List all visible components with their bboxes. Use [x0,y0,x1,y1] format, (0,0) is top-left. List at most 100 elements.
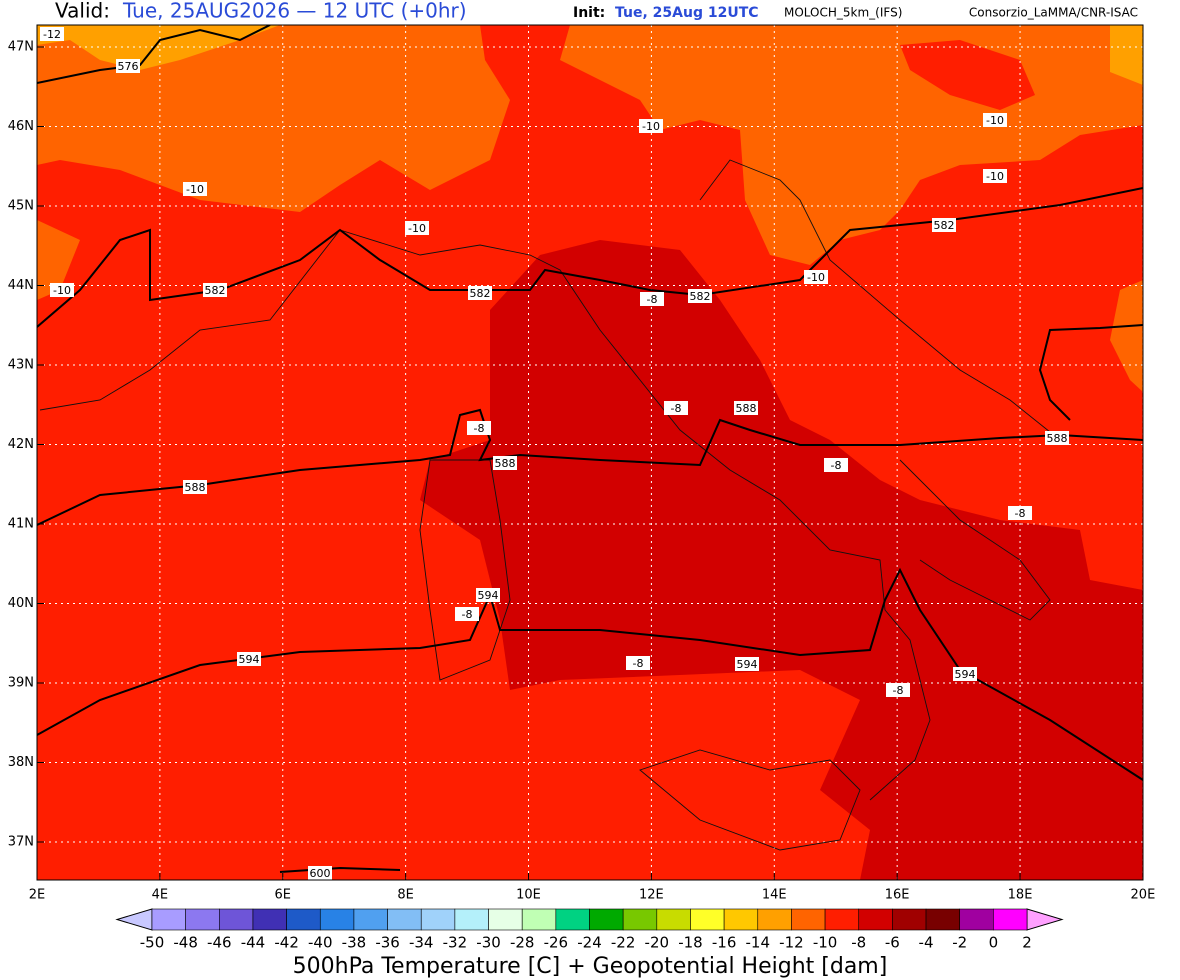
colorbar-tick-label: -26 [544,934,569,952]
colorbar-tick-label: -50 [140,934,165,952]
colorbar-tick-label: -28 [510,934,535,952]
contour-label: 594 [478,589,499,602]
colorbar-box [353,908,388,931]
colorbar-tick-label: -44 [241,934,266,952]
contour-label-box [824,458,848,472]
lon-label: 20E [1131,888,1156,903]
lon-label: 12E [639,888,664,903]
colorbar-box [858,908,893,931]
colorbar-box [521,908,557,931]
colorbar-box [589,908,624,931]
contour-label: 588 [1047,432,1068,445]
colorbar-tick-label: -22 [611,934,636,952]
colorbar-tick-label: -4 [919,934,934,952]
contour-label: 582 [690,290,711,303]
colorbar-box [690,908,725,931]
contour-label: -8 [462,608,473,621]
colorbar-tick-label: -20 [645,934,670,952]
lat-label: 38N [8,755,34,770]
contour-label-box [203,283,227,297]
contour-label: -10 [186,183,204,196]
contour-label-box [664,401,688,415]
contour-label-box [40,27,64,41]
lat-label: 46N [8,119,34,134]
contour-label-box [468,286,492,300]
colorbar-box [454,908,489,931]
lat-label: 47N [8,40,34,55]
colorbar-tick-label: 2 [1022,934,1032,952]
lon-label: 6E [275,888,292,903]
lat-label: 43N [8,358,34,373]
colorbar-box [319,908,355,931]
map: -12 -10 -10 -10 -10 -10 -10 -10 -8 -8 -8 -8 -8 -8 -8 -8… [37,25,1143,880]
contour-label-box [983,113,1007,127]
contour-label: -8 [474,422,485,435]
colorbar-tick-label: -12 [779,934,804,952]
contour-label-box [734,401,758,415]
contour-label: -8 [633,657,644,670]
contour-label-box [626,656,650,670]
contour-label-box [983,169,1007,183]
lat-label: 42N [8,437,34,452]
colorbar-box [219,908,254,931]
lon-label: 8E [397,888,414,903]
contour-label: 582 [470,287,491,300]
colorbar-box [151,908,186,931]
contour-label: 588 [185,481,206,494]
temp-field [37,25,510,300]
lon-label: 4E [152,888,169,903]
colorbar-title: 500hPa Temperature [C] + Geopotential He… [293,954,888,979]
contour-label: 594 [955,668,976,681]
colorbar-box [757,908,792,931]
colorbar-tick-label: -38 [342,934,367,952]
contour-label: -8 [893,684,904,697]
contour-label-box [640,292,664,306]
contour-label-box [237,652,261,666]
contour-label-box [735,657,759,671]
contour-label: 588 [736,402,757,415]
contour-label: -10 [53,284,71,297]
colorbar-box [959,908,994,931]
contour-label: -8 [671,402,682,415]
contour-label: -10 [642,120,660,133]
colorbar-tick-label: 0 [989,934,999,952]
lon-label: 14E [762,888,787,903]
contour-label-box [804,270,828,284]
contour-label-box [953,667,977,681]
contour-label: 600 [310,867,331,880]
contour-label-box [455,607,479,621]
contour-label: -8 [1015,507,1026,520]
colorbar-box [892,908,927,931]
colorbar-tick-label: -18 [678,934,703,952]
contour-label: -10 [807,271,825,284]
init-label: Init: [573,5,605,21]
contour-label-box [639,119,663,133]
contour-label: -10 [986,114,1004,127]
colorbar-box [252,908,287,931]
colorbar-box [387,908,422,931]
colorbar-box [993,908,1028,931]
init-value: Tue, 25Aug 12UTC [615,5,759,21]
lon-label: 18E [1008,888,1033,903]
lat-label: 45N [8,199,34,214]
contour-label: 582 [934,219,955,232]
colorbar-box [925,908,960,931]
contour-label: 594 [737,658,758,671]
colorbar-tick-label: -36 [375,934,400,952]
colorbar-box [723,908,759,931]
contour-label-box [116,59,140,73]
colorbar-box [824,908,860,931]
colorbar-tick-label: -34 [409,934,434,952]
colorbar-box [488,908,523,931]
contour-label: -10 [408,222,426,235]
colorbar-tick-label: -16 [712,934,737,952]
contour-label: 588 [495,457,516,470]
lat-label: 44N [8,278,34,293]
contour-label: -8 [831,459,842,472]
contour-label-box [1008,506,1032,520]
colorbar-tick-label: -6 [885,934,900,952]
colorbar-under [115,908,153,931]
contour-label: 576 [118,60,139,73]
colorbar-tick-label: -46 [207,934,232,952]
